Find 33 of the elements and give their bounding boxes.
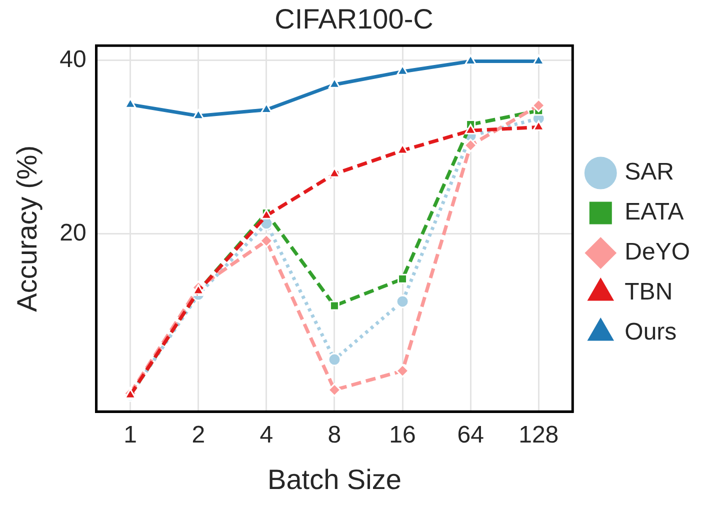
point bbox=[328, 352, 342, 366]
x-tick-label: 16 bbox=[389, 422, 416, 449]
point bbox=[329, 300, 340, 311]
point bbox=[260, 103, 272, 114]
legend-label: SAR bbox=[624, 158, 674, 186]
point bbox=[396, 364, 410, 378]
x-tick-label: 64 bbox=[457, 422, 484, 449]
y-axis-title: Accuracy (%) bbox=[12, 145, 43, 312]
point bbox=[464, 54, 477, 65]
point bbox=[192, 109, 204, 120]
point bbox=[396, 64, 408, 76]
y-tick-label: 40 bbox=[60, 46, 86, 73]
x-axis-title: Batch Size bbox=[268, 464, 402, 495]
x-tick-label: 1 bbox=[124, 422, 137, 449]
point bbox=[328, 383, 342, 397]
x-tick-label: 128 bbox=[518, 422, 559, 449]
point bbox=[532, 98, 546, 112]
point bbox=[398, 274, 408, 284]
legend-label: Ours bbox=[624, 318, 677, 346]
legend-label: TBN bbox=[624, 278, 673, 306]
x-tick-label: 8 bbox=[328, 422, 342, 449]
point bbox=[328, 78, 340, 88]
point bbox=[464, 138, 478, 152]
point bbox=[328, 167, 340, 178]
point bbox=[396, 294, 410, 308]
chart-title: CIFAR100-C bbox=[274, 4, 434, 35]
x-tick-label: 2 bbox=[192, 422, 206, 449]
x-tick-label: 4 bbox=[260, 422, 274, 449]
y-tick-label: 20 bbox=[60, 219, 86, 246]
point bbox=[260, 234, 274, 248]
legend-label: EATA bbox=[624, 198, 684, 226]
point bbox=[464, 124, 477, 134]
legend-label: DeYO bbox=[624, 238, 690, 266]
